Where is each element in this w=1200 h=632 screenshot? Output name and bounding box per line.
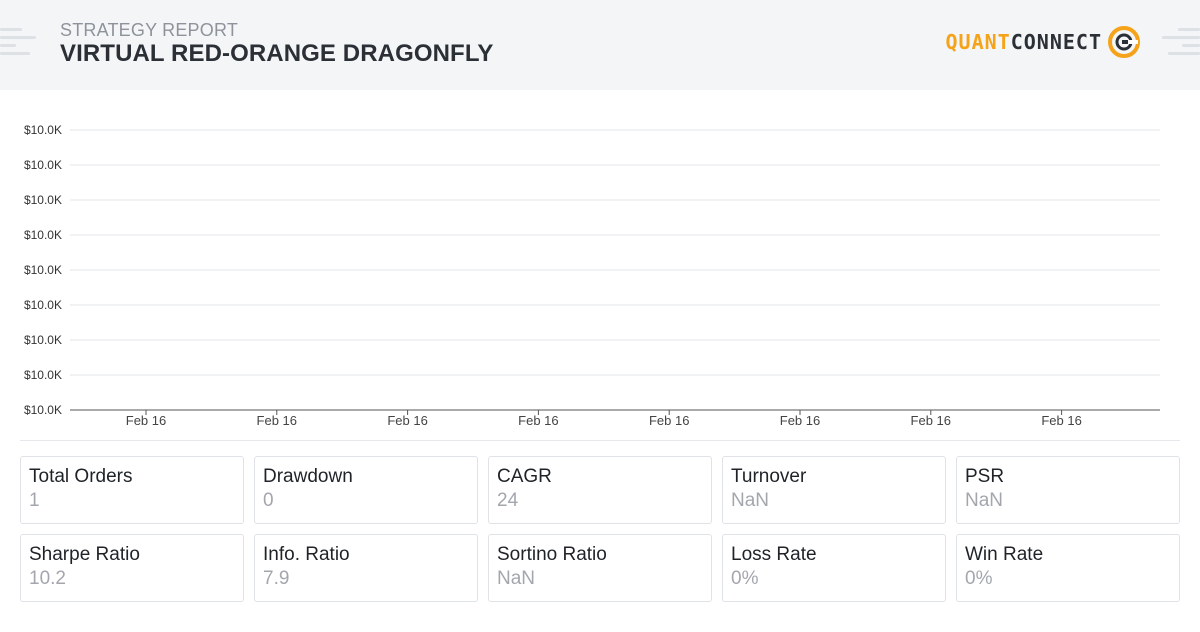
stat-card: Loss Rate 0% <box>722 534 946 602</box>
quantconnect-logo[interactable]: QUANT CONNECT <box>945 24 1142 60</box>
stat-card: Drawdown 0 <box>254 456 478 524</box>
stat-card: Sharpe Ratio 10.2 <box>20 534 244 602</box>
stat-card: CAGR 24 <box>488 456 712 524</box>
y-tick-label: $10.0K <box>24 193 62 207</box>
section-divider <box>20 440 1180 441</box>
stat-value: 0% <box>965 568 993 589</box>
x-tick-label: Feb 16 <box>911 413 951 428</box>
x-tick-label: Feb 16 <box>649 413 689 428</box>
stat-value: 7.9 <box>263 568 290 589</box>
logo-text-quant: QUANT <box>945 30 1011 54</box>
stat-value: 0 <box>263 490 274 511</box>
y-tick-label: $10.0K <box>24 158 62 172</box>
stat-card: Turnover NaN <box>722 456 946 524</box>
stat-value: NaN <box>731 490 770 511</box>
x-tick-label: Feb 16 <box>780 413 820 428</box>
x-tick-label: Feb 16 <box>1041 413 1081 428</box>
y-tick-label: $10.0K <box>24 228 62 242</box>
stat-label: PSR <box>965 466 1005 487</box>
report-subtitle: STRATEGY REPORT <box>60 20 239 40</box>
stat-value: 10.2 <box>29 568 66 589</box>
stat-card: Info. Ratio 7.9 <box>254 534 478 602</box>
logo-text-connect: CONNECT <box>1010 30 1102 54</box>
stat-value: 0% <box>731 568 759 589</box>
stat-label: Turnover <box>731 466 807 487</box>
stat-value: 24 <box>497 490 519 511</box>
stat-value: NaN <box>965 490 1004 511</box>
report-header: STRATEGY REPORT VIRTUAL RED-ORANGE DRAGO… <box>0 0 1200 90</box>
x-tick-label: Feb 16 <box>257 413 297 428</box>
quantconnect-logo-icon <box>1108 26 1140 58</box>
y-tick-label: $10.0K <box>24 298 62 312</box>
y-tick-label: $10.0K <box>24 333 62 347</box>
y-tick-label: $10.0K <box>24 263 62 277</box>
equity-chart: $10.0K $10.0K $10.0K $10.0K $10.0K $10.0K $10.… <box>24 123 1160 428</box>
stat-label: CAGR <box>497 466 552 487</box>
statistics-grid: Total Orders 1 Drawdown 0 CAGR 24 Turnover NaN P… <box>20 456 1180 602</box>
stat-label: Drawdown <box>263 466 353 487</box>
stat-label: Sharpe Ratio <box>29 544 140 565</box>
header-decoration-left <box>0 28 40 68</box>
stat-label: Info. Ratio <box>263 544 350 565</box>
stat-card: Win Rate 0% <box>956 534 1180 602</box>
header-decoration-right <box>1160 28 1200 68</box>
y-tick-label: $10.0K <box>24 368 62 382</box>
x-tick-label: Feb 16 <box>126 413 166 428</box>
stat-label: Loss Rate <box>731 544 817 565</box>
x-tick-label: Feb 16 <box>518 413 558 428</box>
stat-card: PSR NaN <box>956 456 1180 524</box>
stat-card: Sortino Ratio NaN <box>488 534 712 602</box>
stat-label: Sortino Ratio <box>497 544 607 565</box>
y-tick-label: $10.0K <box>24 403 62 417</box>
stat-value: 1 <box>29 490 40 511</box>
y-tick-label: $10.0K <box>24 123 62 137</box>
x-tick-label: Feb 16 <box>387 413 427 428</box>
stat-card: Total Orders 1 <box>20 456 244 524</box>
strategy-title: VIRTUAL RED-ORANGE DRAGONFLY <box>60 40 494 67</box>
stat-value: NaN <box>497 568 536 589</box>
stat-label: Total Orders <box>29 466 133 487</box>
stat-label: Win Rate <box>965 544 1044 565</box>
